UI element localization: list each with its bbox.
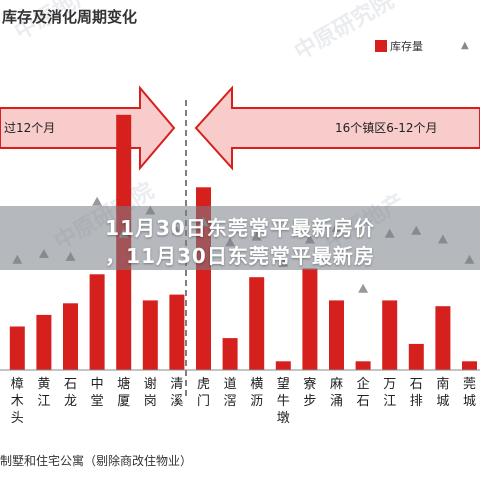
category-label: 虎门 <box>197 377 210 409</box>
bar <box>89 274 105 370</box>
bar <box>302 268 318 370</box>
headline-line-2: ，11月30日东莞常平最新房 <box>105 244 375 268</box>
bar <box>408 343 424 370</box>
category-label: 樟木头 <box>11 377 24 426</box>
bar <box>36 314 52 370</box>
headline-banner: 11月30日东莞常平最新房价 ，11月30日东莞常平最新房 <box>0 206 480 270</box>
category-label: 清溪 <box>170 377 183 409</box>
category-label: 中堂 <box>91 377 104 409</box>
legend-label-stock: 库存量 <box>390 40 423 53</box>
triangle-marker <box>92 196 103 206</box>
category-label: 企石 <box>357 376 370 409</box>
bar <box>435 306 451 370</box>
triangle-icon: ▲ <box>461 40 469 51</box>
right-arrow-label: 16个镇区6-12个月 <box>335 121 438 135</box>
bar <box>249 277 265 370</box>
bar <box>382 300 398 370</box>
bar <box>275 361 291 370</box>
bar <box>169 294 185 370</box>
bar <box>355 361 371 370</box>
category-label: 石龙 <box>64 377 77 409</box>
watermark-text: 中原研究院 <box>290 0 398 65</box>
footnote: 制墅和住宅公寓（剔除商改住物业） <box>0 454 193 468</box>
category-label: 万江 <box>383 377 396 409</box>
headline-line-1: 11月30日东莞常平最新房价 <box>105 216 375 240</box>
bar <box>63 303 78 370</box>
category-label: 道滘 <box>224 377 237 409</box>
category-label: 横沥 <box>250 377 263 409</box>
bar <box>462 361 477 370</box>
category-label: 石排 <box>410 377 423 409</box>
bar <box>9 326 25 370</box>
category-label: 莞城 <box>463 377 476 409</box>
category-label: 望牛墩 <box>277 376 290 426</box>
legend-swatch-stock <box>375 40 387 52</box>
bar <box>329 300 344 370</box>
category-label: 南城 <box>436 376 449 409</box>
left-arrow-label: 过12个月 <box>4 121 55 135</box>
right-arrow-shape <box>194 85 480 171</box>
category-label: 寮步 <box>303 376 316 409</box>
legend-item-triangle: ▲ <box>461 38 472 51</box>
chart-title: 库存及消化周期变化 <box>2 8 138 26</box>
category-label: 麻涌 <box>330 377 343 409</box>
category-label: 塘厦 <box>117 376 130 409</box>
bar <box>142 300 158 370</box>
legend-item-stock: 库存量 <box>375 38 423 54</box>
category-label: 谢岗 <box>144 376 157 409</box>
triangle-marker <box>358 283 369 293</box>
category-label: 黄江 <box>37 377 50 409</box>
bar <box>222 338 238 370</box>
